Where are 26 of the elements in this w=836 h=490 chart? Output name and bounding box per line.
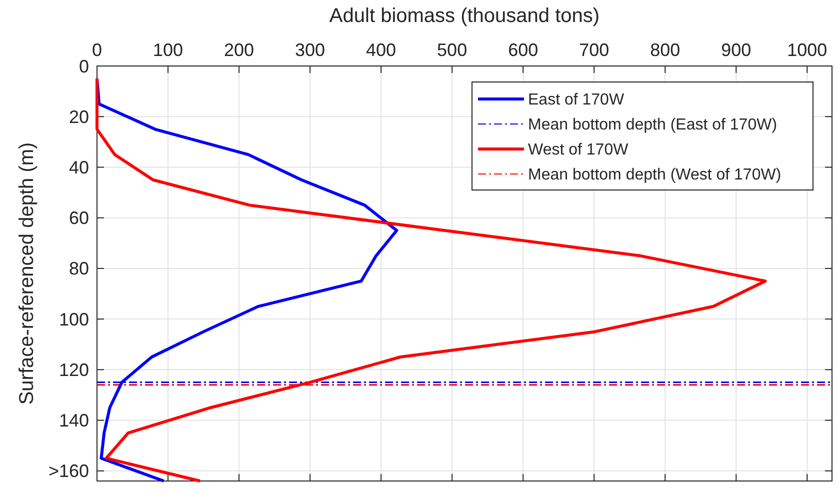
legend-label: Mean bottom depth (East of 170W) bbox=[528, 116, 778, 134]
x-tick-label: 900 bbox=[721, 40, 752, 60]
y-axis-title: Surface-referenced depth (m) bbox=[16, 142, 38, 405]
x-tick-label: 400 bbox=[366, 40, 396, 60]
x-tick-label: 200 bbox=[224, 40, 254, 60]
legend-label: East of 170W bbox=[528, 92, 625, 109]
y-tick-label: 120 bbox=[58, 360, 89, 380]
y-tick-label: 80 bbox=[68, 258, 89, 279]
x-axis-title: Adult biomass (thousand tons) bbox=[329, 5, 600, 27]
y-tick-label: 20 bbox=[68, 106, 89, 127]
x-tick-label: 700 bbox=[579, 40, 610, 60]
x-tick-label: 800 bbox=[650, 40, 680, 60]
x-tick-label: 600 bbox=[508, 40, 538, 60]
y-tick-label: 0 bbox=[78, 56, 89, 76]
y-tick-label: 140 bbox=[58, 410, 89, 431]
x-tick-label: 1000 bbox=[787, 40, 828, 60]
legend-label: Mean bottom depth (West of 170W) bbox=[528, 166, 782, 184]
x-tick-label: 100 bbox=[152, 40, 184, 60]
y-tick-label: 40 bbox=[68, 158, 89, 178]
y-tick-label: >160 bbox=[48, 461, 89, 482]
y-tick-label: 60 bbox=[68, 208, 89, 228]
y-tick-label: 100 bbox=[58, 309, 89, 330]
x-tick-label: 0 bbox=[92, 40, 102, 60]
x-tick-label: 500 bbox=[437, 40, 468, 60]
legend-label: West of 170W bbox=[528, 142, 630, 159]
x-tick-label: 300 bbox=[295, 40, 326, 60]
